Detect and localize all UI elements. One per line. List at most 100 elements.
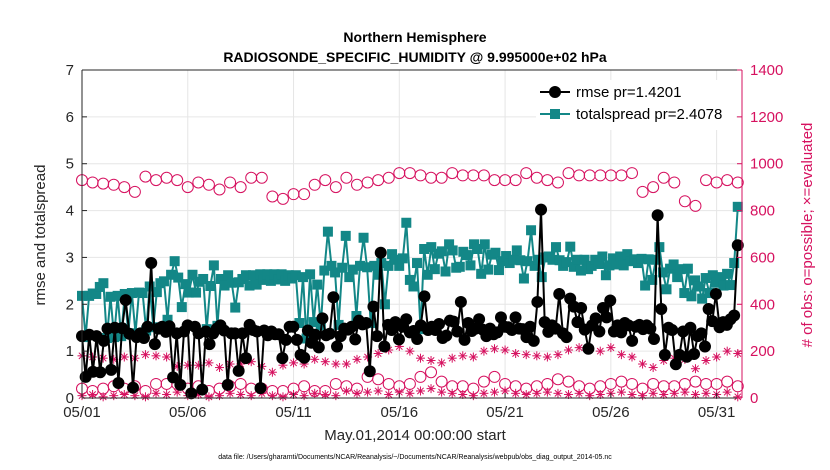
evaluated-obs-point [215,363,224,373]
possible-obs-point [276,192,289,205]
possible-obs-point [414,370,427,383]
rmse-point [553,287,566,300]
possible-obs-point [234,181,247,194]
totalspread-point [265,275,276,286]
evaluated-obs-point [458,389,468,399]
evaluated-obs-point [289,358,299,368]
possible-obs-point [678,195,691,208]
totalspread-point [436,246,447,257]
y-right-tick-label: 1400 [750,62,783,79]
rmse-point [666,324,679,337]
totalspread-point [732,201,743,212]
totalspread-point [362,262,373,273]
totalspread-point [704,288,715,299]
rmse-point [658,348,671,361]
evaluated-obs-point [119,352,129,362]
totalspread-point [337,262,348,273]
rmse-point [647,332,660,345]
totalspread-point [390,254,401,265]
evaluated-obs-point [98,392,108,402]
rmse-point [203,338,216,351]
totalspread-point [668,259,679,270]
possible-obs-point [128,185,141,198]
totalspread-point [618,260,629,271]
totalspread-point [219,280,230,291]
y-tick-label: 5 [66,156,74,173]
totalspread-point [547,254,558,265]
rmse-point [698,340,711,353]
rmse-point [276,352,289,365]
y-right-tick-label: 0 [750,390,758,407]
rmse-point [312,341,325,354]
totalspread-point [422,269,433,280]
totalspread-point [112,290,123,301]
totalspread-point [244,280,255,291]
evaluated-obs-point [426,384,436,394]
evaluated-obs-point [564,389,574,399]
totalspread-point [305,269,316,280]
totalspread-point [290,270,301,281]
evaluated-obs-point [616,350,626,360]
evaluated-obs-point [595,346,605,356]
rmse-point [593,325,606,338]
y-tick-label: 2 [66,296,74,313]
totalspread-point [412,258,423,269]
possible-obs-point [477,375,490,388]
evaluated-obs-point [648,388,658,398]
totalspread-point [91,288,102,299]
rmse-point [644,322,657,335]
evaluated-obs-point [490,387,499,397]
totalspread-point [493,265,504,276]
totalspread-point [105,291,116,302]
evaluated-obs-point [701,388,711,398]
rmse-point [684,321,697,334]
totalspread-point [440,266,451,277]
chart-subtitle: RADIOSONDE_SPECIFIC_HUMIDITY @ 9.995000e… [223,49,607,65]
totalspread-point [372,269,383,280]
totalspread-point [622,249,633,260]
x-tick-label: 05/21 [486,404,524,421]
y-tick-label: 4 [66,203,74,220]
rmse-point [232,364,245,377]
totalspread-point [198,273,209,284]
evaluated-obs-point [648,363,658,373]
possible-obs-point [308,178,321,191]
rmse-point [185,387,198,400]
evaluated-obs-point [204,358,214,368]
axes: 05/01 05/06 05/11 05/16 05/21 05/26 05/31 0 1 2 3 4… [63,62,783,421]
totalspread-point [173,272,184,283]
rmse-point [196,383,209,396]
totalspread-point [572,254,583,265]
rmse-point [254,382,267,395]
evaluated-obs-point [511,388,521,398]
totalspread-point [119,288,130,299]
totalspread-point [191,287,202,298]
totalspread-point [536,272,547,283]
evaluated-obs-point [151,388,161,398]
totalspread-point [187,269,198,280]
evaluated-obs-point [405,388,415,398]
totalspread-point [593,258,604,269]
evaluated-obs-point [722,387,732,397]
rmse-point [669,358,682,371]
rmse-point [374,246,387,259]
totalspread-point [586,260,597,271]
y-tick-label: 1 [66,343,74,360]
possible-obs-point [435,171,448,184]
possible-obs-point [689,199,702,212]
possible-obs-point [657,171,670,184]
possible-obs-point [329,181,342,194]
rmse-point [221,378,234,391]
y-tick-label: 7 [66,62,74,79]
rmse-point [509,311,522,324]
totalspread-point [718,280,729,291]
rmse-point [97,334,110,347]
y-tick-label: 3 [66,249,74,266]
rmse-point [331,340,344,353]
evaluated-obs-point [310,388,320,398]
totalspread-point [312,279,323,290]
totalspread-point [240,270,251,281]
totalspread-point [230,302,241,313]
evaluated-obs-point [267,367,277,377]
rmse-point [582,342,595,355]
